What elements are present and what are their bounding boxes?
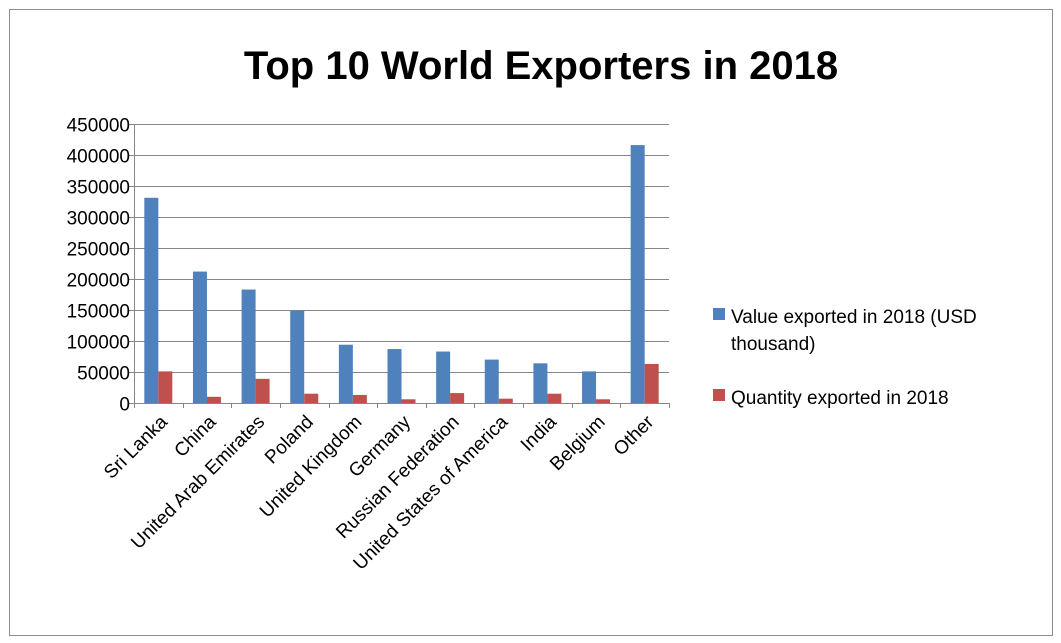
bar-quantity [158,371,173,403]
legend-label: Value exported in 2018 (USD [731,307,977,328]
bar-quantity [498,398,513,403]
legend-label: Quantity exported in 2018 [731,388,949,409]
y-tick-label: 300000 [67,209,130,230]
y-tick-label: 50000 [77,364,130,385]
bar-quantity [450,393,465,403]
bars [144,145,659,403]
bar-quantity [596,399,611,403]
legend-swatch [713,389,725,401]
y-tick-label: 400000 [67,147,130,168]
bar-value [338,344,353,403]
y-tick-label: 0 [119,395,130,416]
bar-value [192,271,207,403]
y-tick-label: 150000 [67,302,130,323]
y-tick-label: 350000 [67,178,130,199]
legend: Value exported in 2018 (USD thousand) Quan… [713,307,977,409]
legend-swatch [713,308,725,320]
bar-value [290,310,305,403]
y-tick-label: 200000 [67,271,130,292]
y-tick-label: 100000 [67,333,130,354]
bar-value [144,197,159,403]
legend-label: thousand) [731,334,816,355]
bar-quantity [401,399,416,403]
y-tick-label: 250000 [67,240,130,261]
bar-value [387,349,402,403]
bar-quantity [206,396,221,403]
chart-title: Top 10 World Exporters in 2018 [244,44,838,88]
y-tick-label: 450000 [67,116,130,137]
bar-value [533,363,548,403]
gridlines [134,124,669,373]
x-tick-label: India [517,411,561,455]
chart-frame [9,9,1053,636]
bar-quantity [644,363,659,403]
bar-quantity [547,393,562,403]
bar-value [582,371,597,403]
x-tick-label: Belgium [546,412,609,475]
bar-value [436,351,451,403]
bar-quantity [255,378,270,403]
bar-value [241,289,256,403]
bar-value [484,359,499,403]
bar-quantity [352,394,367,403]
bar-value [630,145,645,403]
x-tick-label: Sri Lanka [100,411,172,483]
x-tick-label: Other [610,411,659,460]
bar-quantity [304,393,319,403]
y-axis: 0 50000 100000 150000 200000 250000 300000 3500… [67,116,135,416]
